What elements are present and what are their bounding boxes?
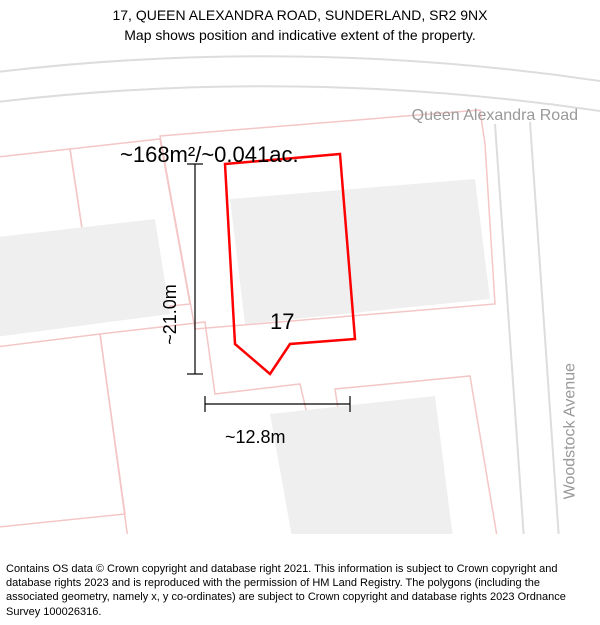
header-address: 17, QUEEN ALEXANDRA ROAD, SUNDERLAND, SR… [0, 6, 600, 26]
width-label: ~12.8m [225, 427, 286, 448]
header: 17, QUEEN ALEXANDRA ROAD, SUNDERLAND, SR… [0, 0, 600, 45]
height-label: ~21.0m [160, 284, 181, 345]
road-label-main: Queen Alexandra Road [412, 107, 578, 125]
header-subtitle: Map shows position and indicative extent… [0, 26, 600, 46]
area-label: ~168m²/~0.041ac. [120, 142, 299, 168]
house-number: 17 [270, 309, 294, 335]
road-label-side: Woodstock Avenue [561, 363, 579, 499]
footer-text: Contains OS data © Crown copyright and d… [6, 562, 594, 619]
map: Queen Alexandra Road Woodstock Avenue ~1… [0, 44, 600, 534]
